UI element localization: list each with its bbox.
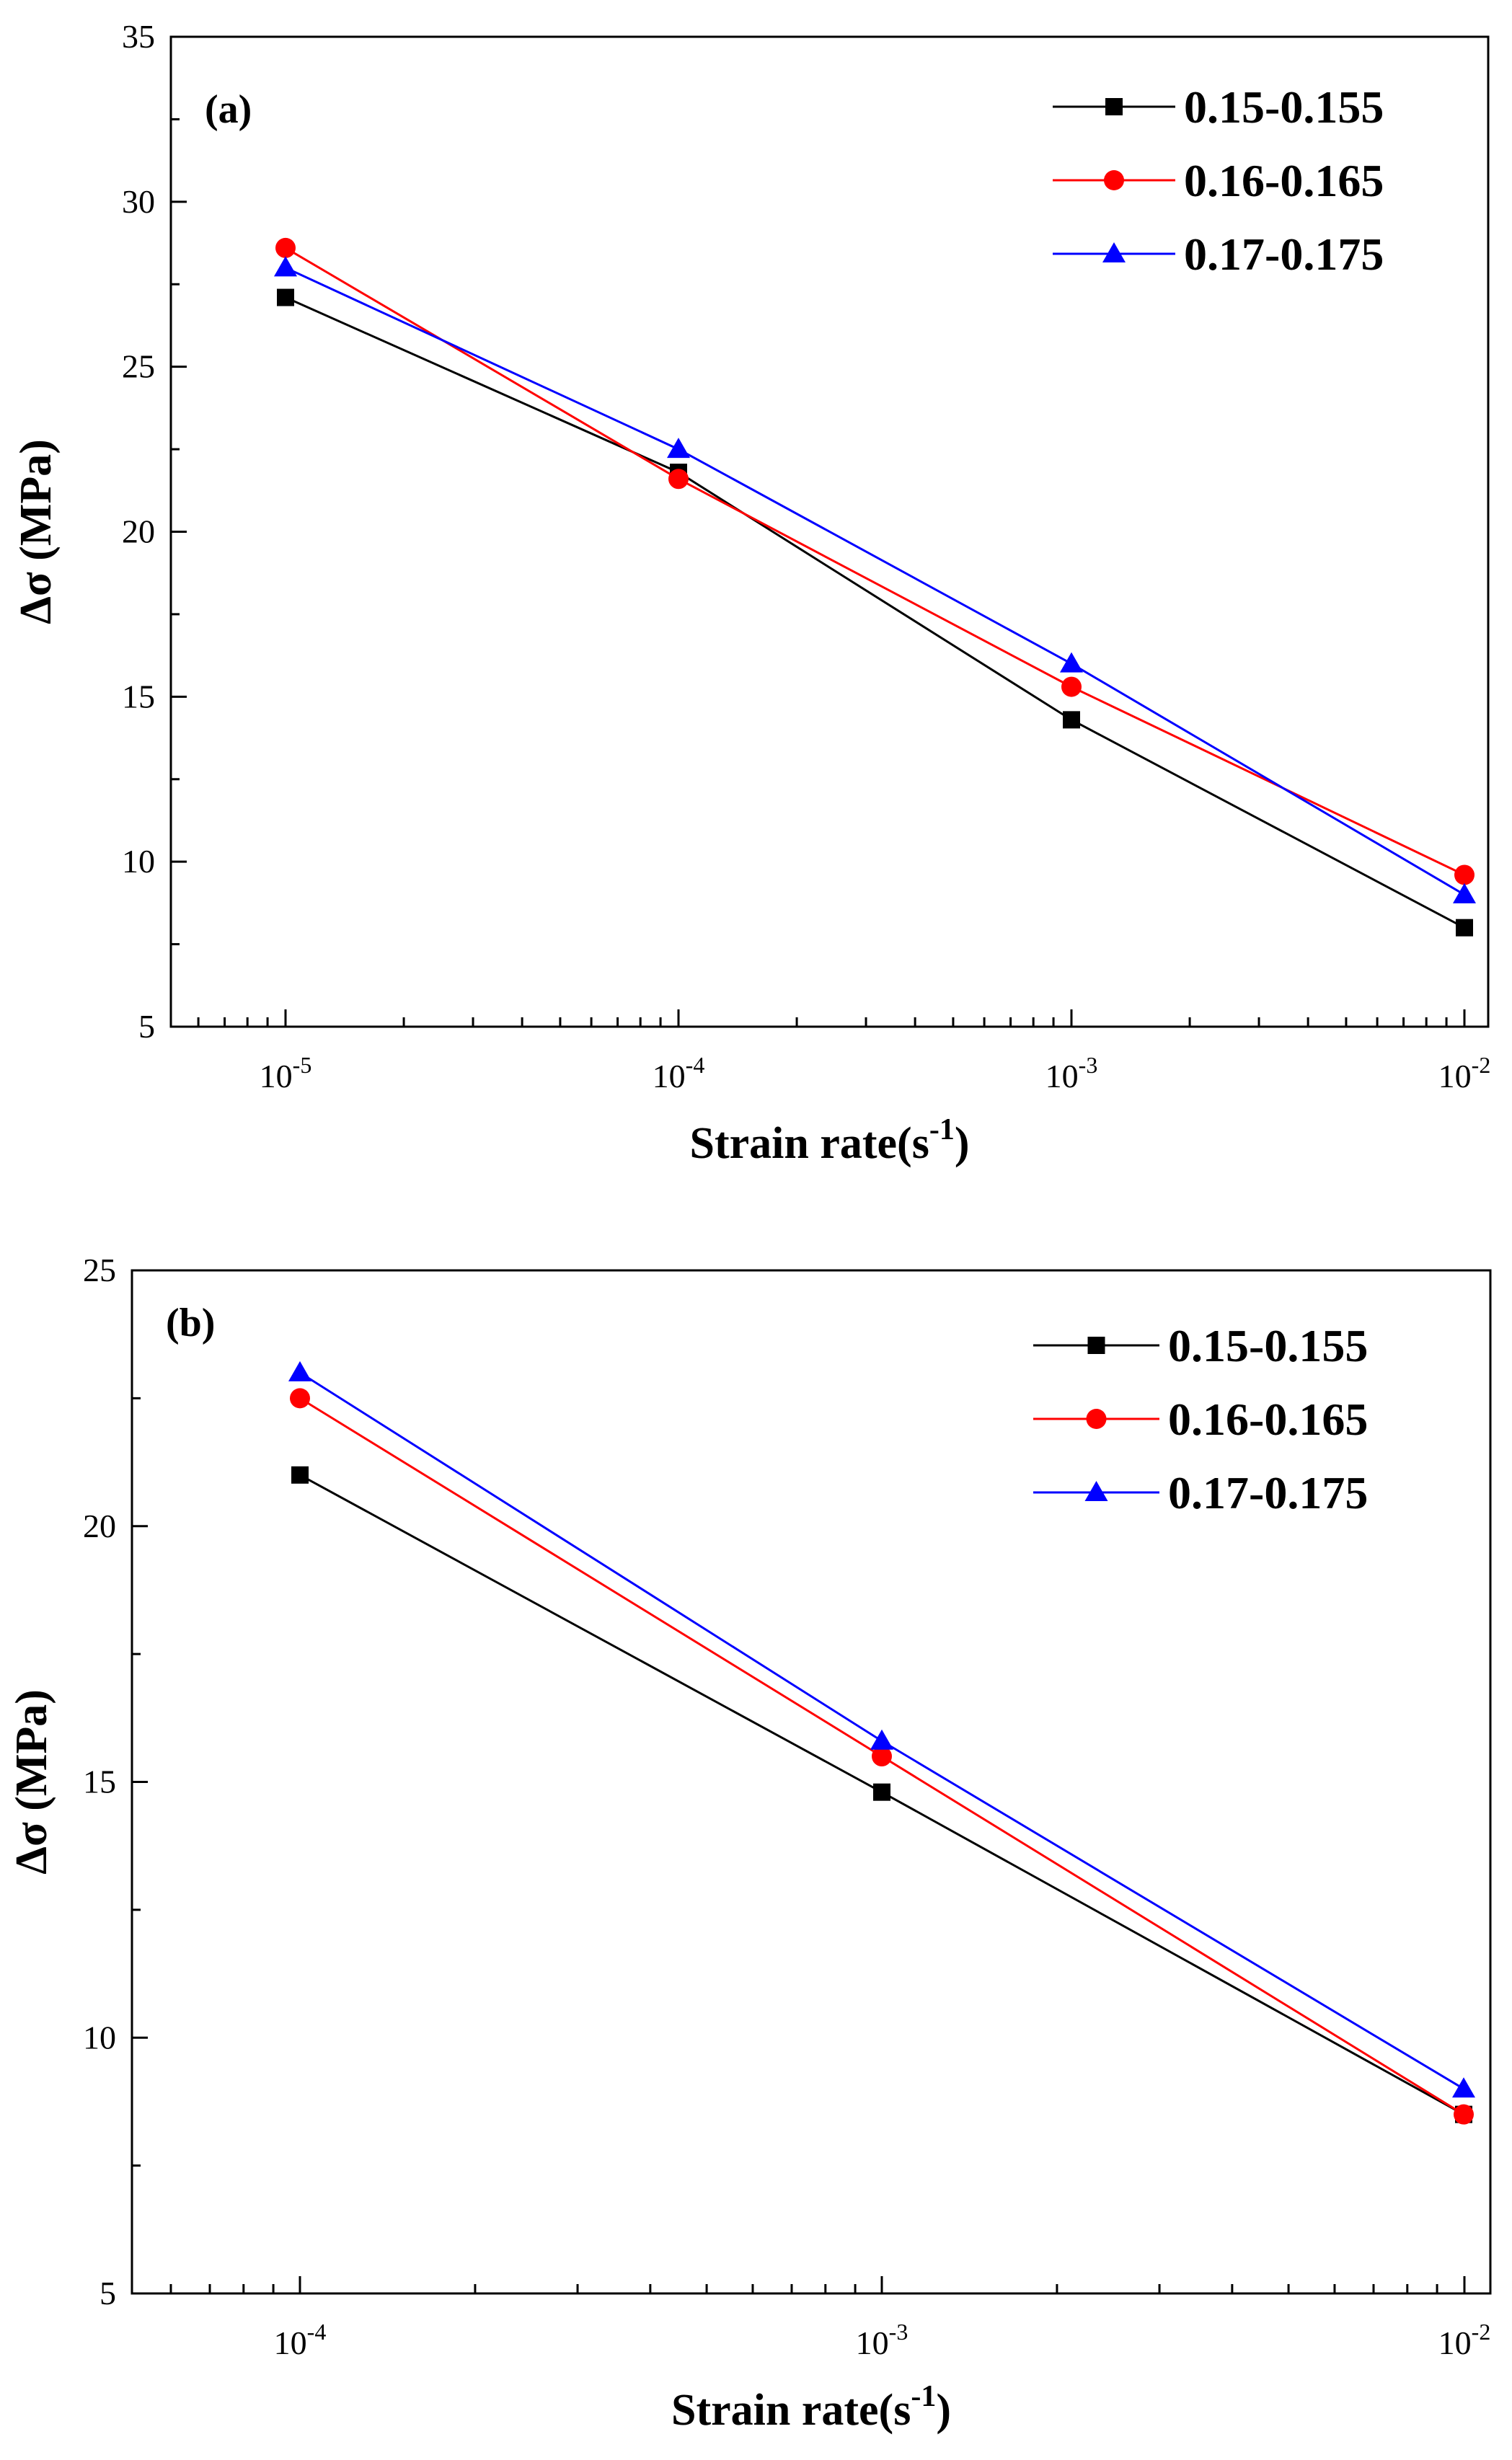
x-tick-label: 10-4	[653, 1052, 705, 1094]
legend: 0.15-0.155 0.16-0.165 0.17-0.175	[1033, 1320, 1368, 1518]
x-tick-base: 10	[856, 2324, 889, 2361]
y-tick-label: 35	[122, 18, 155, 55]
x-tick-exponent: -4	[307, 2319, 327, 2345]
x-axis-label-text: Strain rate(s	[690, 1119, 929, 1168]
data-point	[288, 1360, 311, 1381]
series-0.16-0.165	[290, 1388, 1474, 2125]
x-tick-exponent: -4	[686, 1052, 705, 1078]
y-tick-label: 25	[83, 1252, 116, 1288]
legend-item: 0.16-0.165	[1033, 1394, 1368, 1445]
legend-label: 0.16-0.165	[1184, 155, 1384, 206]
legend-label: 0.15-0.155	[1168, 1320, 1368, 1371]
x-axis-label-close: )	[955, 1119, 970, 1168]
legend-marker	[1104, 170, 1124, 190]
data-point	[277, 288, 294, 306]
x-tick-exponent: -5	[293, 1052, 312, 1078]
y-tick-label: 15	[83, 1764, 116, 1800]
legend-item: 0.17-0.175	[1033, 1467, 1368, 1518]
legend-marker	[1105, 98, 1123, 115]
y-tick-label: 20	[83, 1508, 116, 1544]
x-tick-exponent: -3	[889, 2319, 908, 2345]
data-point	[1063, 711, 1080, 729]
y-tick-label: 25	[122, 348, 155, 385]
y-tick-label: 15	[122, 678, 155, 714]
legend-label: 0.17-0.175	[1184, 229, 1384, 280]
series-0.15-0.155	[277, 288, 1473, 937]
data-point	[1452, 2077, 1475, 2098]
x-tick-label: 10-2	[1438, 1052, 1491, 1094]
data-point	[1454, 2104, 1474, 2125]
data-point	[291, 1466, 309, 1484]
data-point	[1454, 864, 1475, 885]
legend-item: 0.15-0.155	[1053, 81, 1384, 133]
data-point	[290, 1388, 310, 1409]
data-point	[1061, 676, 1082, 697]
data-point	[1060, 652, 1083, 673]
legend-item: 0.15-0.155	[1033, 1320, 1368, 1371]
data-point	[667, 438, 690, 459]
x-axis-label-close: )	[936, 2386, 951, 2435]
panel-label: (a)	[205, 87, 252, 132]
legend-item: 0.17-0.175	[1053, 229, 1384, 280]
legend-item: 0.16-0.165	[1053, 155, 1384, 206]
legend-label: 0.16-0.165	[1168, 1394, 1368, 1445]
x-tick-base: 10	[274, 2324, 307, 2361]
y-tick-label: 30	[122, 183, 155, 220]
x-tick-label: 10-3	[856, 2319, 908, 2361]
x-axis-label: Strain rate(s-1)	[671, 2380, 951, 2435]
data-point	[873, 1783, 890, 1801]
series-line	[285, 267, 1465, 896]
legend-marker	[1086, 1409, 1107, 1429]
legend-marker	[1087, 1337, 1105, 1354]
x-tick-base: 10	[1438, 1058, 1472, 1094]
x-tick-exponent: -2	[1472, 1052, 1491, 1078]
data-point	[872, 1746, 892, 1767]
series-0.17-0.175	[274, 256, 1476, 903]
series-0.15-0.155	[291, 1466, 1472, 2123]
x-tick-exponent: -3	[1079, 1052, 1098, 1078]
y-tick-label: 10	[122, 843, 155, 880]
x-axis-label-sup: -1	[911, 2380, 936, 2413]
x-axis-label-text: Strain rate(s	[671, 2386, 911, 2435]
x-tick-label: 10-3	[1045, 1052, 1098, 1094]
y-tick-label: 20	[122, 513, 155, 550]
data-point	[1453, 882, 1476, 903]
panel-label: (b)	[166, 1301, 215, 1345]
x-tick-base: 10	[1045, 1058, 1079, 1094]
x-tick-base: 10	[653, 1058, 686, 1094]
x-tick-exponent: -2	[1472, 2319, 1491, 2345]
series-line	[285, 296, 1465, 929]
legend-marker	[1084, 1481, 1108, 1501]
x-tick-base: 10	[260, 1058, 293, 1094]
legend: 0.15-0.155 0.16-0.165 0.17-0.175	[1053, 81, 1384, 280]
series-0.17-0.175	[288, 1360, 1475, 2098]
legend-marker	[1102, 242, 1126, 262]
legend-label: 0.17-0.175	[1168, 1467, 1368, 1518]
data-point	[275, 237, 296, 258]
series-line	[285, 247, 1465, 876]
x-tick-label: 10-4	[274, 2319, 327, 2361]
data-point	[870, 1729, 893, 1750]
y-axis-label: Δσ (MPa)	[7, 1689, 56, 1875]
data-point	[668, 469, 689, 490]
data-point	[274, 256, 297, 277]
x-tick-label: 10-2	[1438, 2319, 1491, 2361]
x-axis-label-sup: -1	[929, 1113, 955, 1146]
x-tick-label: 10-5	[260, 1052, 312, 1094]
data-point	[1456, 919, 1473, 937]
legend-label: 0.15-0.155	[1184, 81, 1384, 133]
y-tick-label: 10	[83, 2019, 116, 2056]
y-tick-label: 5	[138, 1008, 155, 1045]
series-0.16-0.165	[275, 237, 1475, 885]
x-tick-base: 10	[1438, 2324, 1472, 2361]
x-axis-label: Strain rate(s-1)	[690, 1113, 970, 1168]
y-axis-label: Δσ (MPa)	[12, 439, 61, 624]
y-tick-label: 5	[100, 2275, 116, 2311]
